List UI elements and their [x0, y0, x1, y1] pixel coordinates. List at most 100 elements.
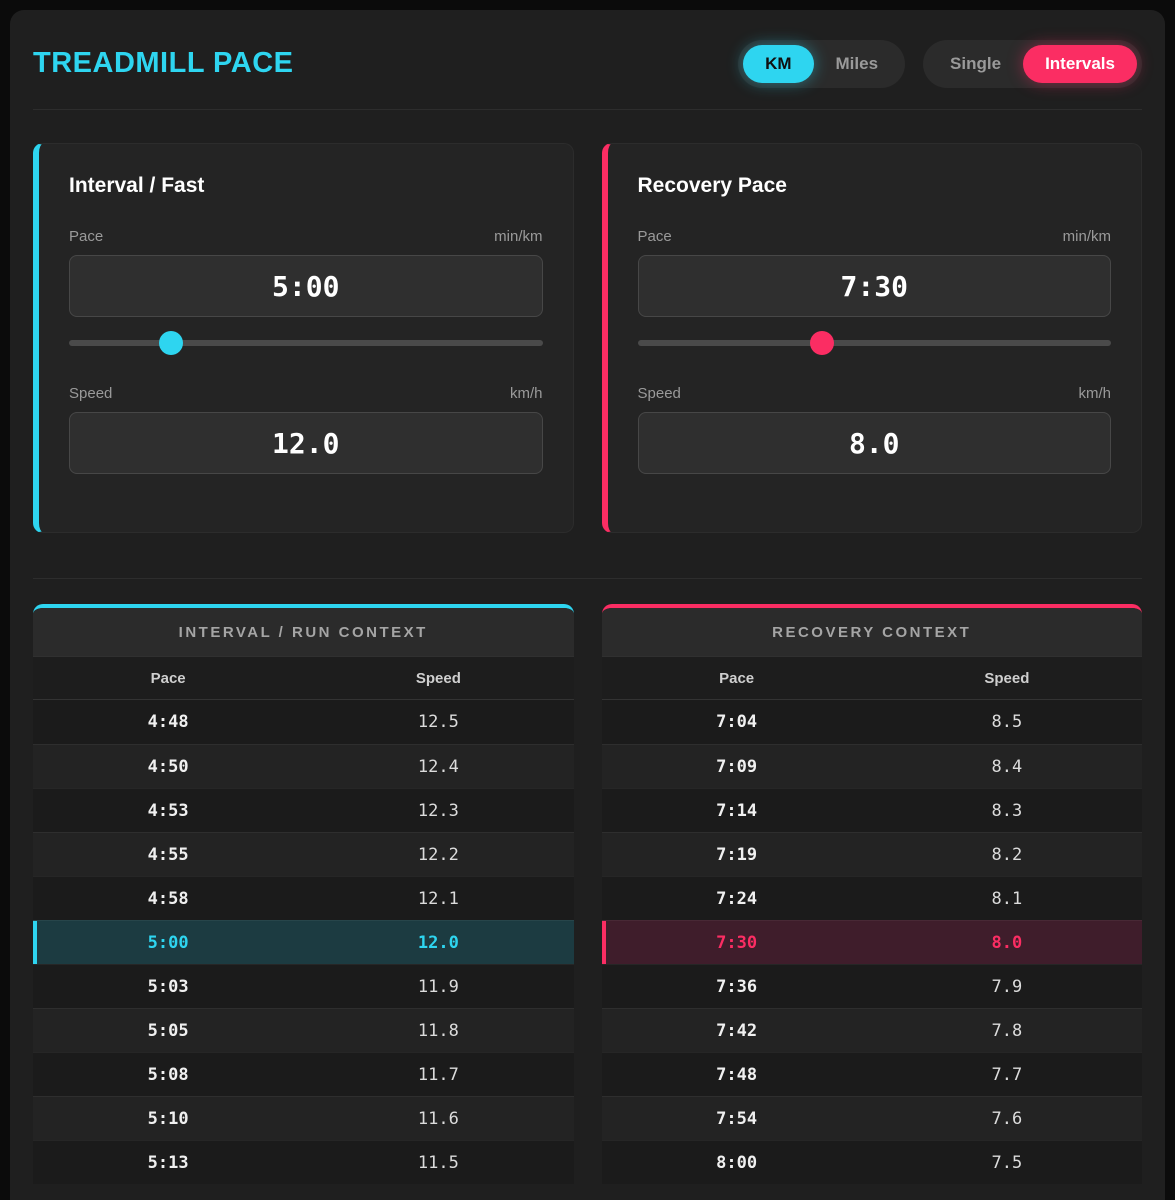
table-row: 7:48 7.7 — [601, 1052, 1142, 1096]
table-body: 7:04 8.5 7:09 8.4 7:14 8.3 7:19 8.2 7:24 8.1 7:30 8… — [601, 700, 1142, 1184]
speed-cell: 8.0 — [991, 932, 1023, 953]
speed-cell: 11.6 — [417, 1108, 459, 1129]
pace-cell: 5:03 — [147, 976, 189, 997]
table-row: 7:14 8.3 — [601, 788, 1142, 832]
pace-value-input[interactable]: 5:00 — [69, 255, 543, 317]
mode-toggle-group: Single Intervals — [923, 39, 1142, 88]
table-row: 5:13 11.5 — [33, 1140, 574, 1184]
table-row: 4:53 12.3 — [33, 788, 574, 832]
speed-cell: 8.1 — [991, 888, 1023, 909]
unit-toggle-group: KM Miles — [738, 39, 906, 88]
recovery-context-table: RECOVERY CONTEXT Pace Speed 7:04 8.5 7:09 8… — [601, 604, 1142, 1184]
speed-value-input[interactable]: 8.0 — [637, 412, 1111, 474]
speed-cell: 11.7 — [417, 1064, 459, 1085]
speed-cell: 8.5 — [991, 712, 1023, 732]
pace-cell: 7:09 — [716, 756, 758, 777]
pace-column-header: Pace — [150, 669, 186, 687]
table-row: 7:42 7.8 — [601, 1008, 1142, 1052]
pace-cell: 5:13 — [147, 1152, 189, 1173]
pace-column-header: Pace — [719, 669, 755, 687]
pace-cell: 7:48 — [716, 1064, 758, 1085]
speed-labels: Speed km/h — [69, 385, 543, 402]
table-row: 4:55 12.2 — [33, 832, 574, 876]
unit-toggle-miles[interactable]: Miles — [814, 45, 901, 83]
unit-toggle-km[interactable]: KM — [743, 44, 814, 83]
table-body: 4:48 12.5 4:50 12.4 4:53 12.3 4:55 12.2 4:58 12.1… — [33, 700, 574, 1184]
speed-cell: 7.5 — [991, 1152, 1023, 1173]
speed-cell: 8.2 — [991, 844, 1023, 865]
pace-cell: 4:58 — [147, 888, 189, 909]
speed-cell: 7.9 — [991, 976, 1023, 997]
table-row: 5:03 11.9 — [33, 964, 574, 1008]
speed-cell: 7.7 — [991, 1064, 1023, 1085]
mode-toggle-single[interactable]: Single — [928, 45, 1023, 83]
table-row: 4:58 12.1 — [33, 876, 574, 920]
table-title: INTERVAL / RUN CONTEXT — [33, 608, 574, 656]
pace-label: Pace — [69, 228, 104, 245]
speed-cell: 12.1 — [417, 888, 459, 909]
pace-cell: 4:55 — [147, 844, 189, 865]
recovery-pace-card: Recovery Pace Pace min/km 7:30 Speed km/… — [601, 143, 1142, 533]
table-row: 4:48 12.5 — [33, 700, 574, 744]
speed-cell: 12.0 — [417, 932, 459, 953]
pace-label: Pace — [637, 228, 672, 245]
interval-fast-card: Interval / Fast Pace min/km 5:00 Speed k… — [33, 143, 574, 533]
pace-cell: 7:30 — [716, 932, 758, 953]
pace-cell: 7:42 — [716, 1020, 758, 1041]
speed-unit-label: km/h — [1078, 385, 1111, 402]
speed-cell: 12.4 — [417, 756, 459, 777]
table-row: 5:08 11.7 — [33, 1052, 574, 1096]
slider-track[interactable] — [69, 340, 543, 346]
speed-cell: 8.4 — [991, 756, 1023, 777]
card-title: Interval / Fast — [69, 174, 205, 197]
speed-cell: 7.8 — [991, 1020, 1023, 1041]
pace-labels: Pace min/km — [69, 228, 543, 245]
card-title: Recovery Pace — [637, 174, 787, 197]
pace-slider[interactable] — [69, 331, 543, 355]
table-column-headers: Pace Speed — [601, 656, 1142, 700]
speed-cell: 11.8 — [417, 1020, 459, 1041]
speed-column-header: Speed — [415, 669, 461, 687]
pace-cell: 5:10 — [147, 1108, 189, 1129]
pace-value-input[interactable]: 7:30 — [637, 255, 1111, 317]
pace-cell: 5:08 — [147, 1064, 189, 1085]
speed-unit-label: km/h — [509, 385, 543, 402]
slider-track[interactable] — [637, 340, 1111, 346]
speed-cell: 11.9 — [417, 976, 459, 997]
speed-column-header: Speed — [984, 669, 1030, 687]
slider-thumb[interactable] — [158, 331, 183, 355]
speed-value-input[interactable]: 12.0 — [69, 412, 543, 474]
mode-toggle-intervals[interactable]: Intervals — [1023, 44, 1137, 83]
header: TREADMILL PACE KM Miles Single Intervals — [33, 10, 1142, 110]
speed-labels: Speed km/h — [638, 385, 1112, 402]
speed-label: Speed — [637, 385, 681, 402]
table-row-selected: 7:30 8.0 — [601, 920, 1142, 964]
pace-slider[interactable] — [637, 331, 1111, 355]
pace-cell: 7:19 — [716, 844, 758, 865]
pace-cell: 8:00 — [716, 1152, 758, 1173]
table-row: 8:00 7.5 — [601, 1140, 1142, 1184]
speed-cell: 8.3 — [991, 800, 1023, 821]
speed-cell: 12.5 — [417, 712, 459, 732]
pace-cards: Interval / Fast Pace min/km 5:00 Speed k… — [33, 143, 1142, 533]
pace-cell: 7:14 — [716, 800, 758, 821]
slider-thumb[interactable] — [810, 331, 835, 355]
pace-cell: 7:54 — [716, 1108, 758, 1129]
table-title: RECOVERY CONTEXT — [601, 608, 1142, 656]
main-panel: TREADMILL PACE KM Miles Single Intervals… — [10, 10, 1165, 1200]
table-row: 7:54 7.6 — [601, 1096, 1142, 1140]
context-tables: INTERVAL / RUN CONTEXT Pace Speed 4:48 12… — [33, 604, 1142, 1184]
table-row: 5:10 11.6 — [33, 1096, 574, 1140]
pace-cell: 5:05 — [147, 1020, 189, 1041]
speed-cell: 7.6 — [991, 1108, 1023, 1129]
pace-cell: 5:00 — [147, 932, 189, 953]
section-divider — [33, 578, 1142, 579]
table-row: 7:24 8.1 — [601, 876, 1142, 920]
pace-cell: 4:53 — [147, 800, 189, 821]
pace-cell: 4:50 — [147, 756, 189, 777]
pace-unit-label: min/km — [494, 228, 543, 245]
pace-labels: Pace min/km — [638, 228, 1112, 245]
table-column-headers: Pace Speed — [33, 656, 574, 700]
table-row: 7:36 7.9 — [601, 964, 1142, 1008]
table-row: 7:19 8.2 — [601, 832, 1142, 876]
